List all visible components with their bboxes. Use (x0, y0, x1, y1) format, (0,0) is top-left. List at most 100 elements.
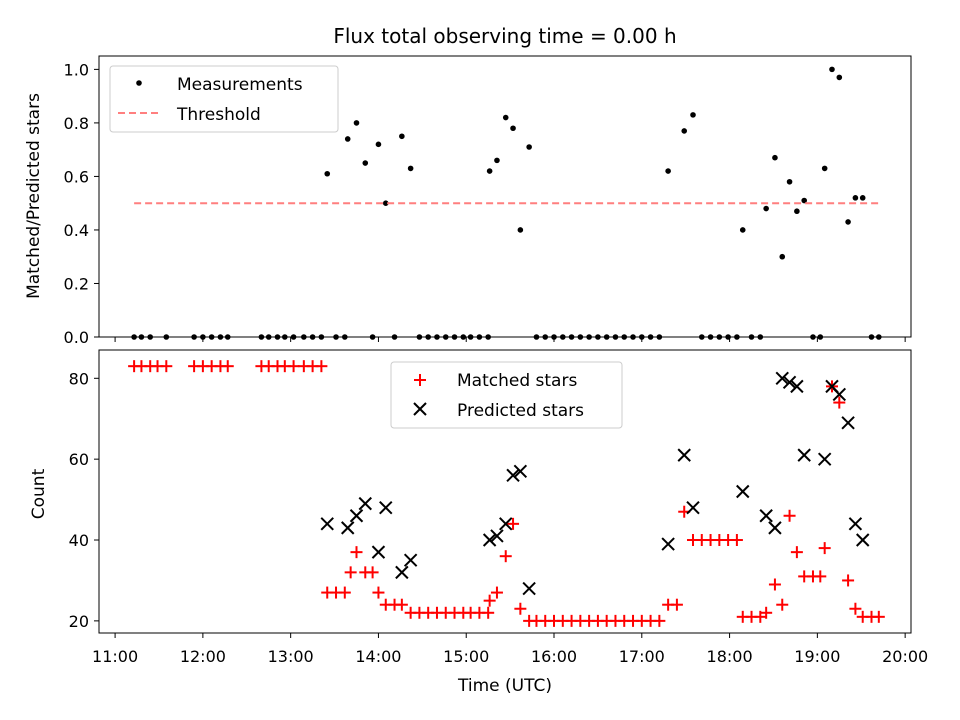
matched-stars-point (653, 614, 666, 627)
measurements-point (665, 168, 671, 174)
predicted-stars-point (832, 387, 847, 402)
measurements-point (382, 200, 389, 206)
measurements-point (517, 227, 524, 233)
measurements-point (734, 334, 740, 340)
x-tick-label: 13:00 (268, 647, 314, 666)
matched-stars-point (499, 550, 512, 563)
predicted-stars-point (817, 452, 832, 466)
measurements-point (577, 334, 584, 340)
measurements-point (821, 165, 828, 172)
measurements-point (375, 141, 382, 148)
measurements-point (707, 334, 714, 340)
measurements-point (568, 334, 575, 340)
matched-stars-point (760, 606, 773, 619)
x-tick-label: 11:00 (92, 647, 138, 666)
measurements-point (200, 334, 206, 340)
top-plot-area: 0.0 0.2 0.4 0.6 0.8 1.0 (64, 55, 912, 347)
bottom-y-axis-label: Count (29, 468, 49, 519)
measurements-point (876, 334, 882, 340)
matched-stars-point (776, 598, 789, 611)
measurements-point (290, 334, 297, 340)
matched-stars-point (507, 517, 520, 530)
measurements-point (510, 125, 516, 132)
predicted-stars-point (841, 416, 855, 430)
bottom-y-tick-label: 60 (69, 450, 89, 469)
matched-stars-point (833, 396, 846, 409)
measurements-point (333, 334, 339, 340)
x-tick-label: 12:00 (180, 647, 226, 666)
measurements-point (494, 157, 500, 164)
x-tick-label: 15:00 (443, 647, 489, 666)
bottom-y-tick-label: 40 (69, 531, 89, 550)
measurements-point (647, 334, 654, 340)
predicted-stars-point (768, 521, 782, 535)
legend-measurements-label: Measurements (177, 75, 303, 95)
measurements-point (460, 334, 467, 340)
bottom-legend: Matched stars Predicted stars (390, 361, 623, 429)
matched-stars-point (768, 578, 781, 591)
measurements-point (656, 334, 663, 340)
matched-stars-point (842, 574, 855, 587)
measurements-point (265, 334, 272, 340)
measurements-point (779, 253, 786, 260)
measurements-point (344, 136, 351, 142)
x-tick-label: 16:00 (531, 647, 577, 666)
measurements-point (274, 334, 281, 340)
measurements-point (868, 334, 875, 340)
matched-stars-point (482, 606, 495, 619)
measurements-point (369, 334, 376, 340)
top-axes-frame (98, 55, 912, 338)
measurements-point (845, 219, 851, 225)
predicted-stars-point (513, 464, 528, 478)
predicted-stars-point (379, 500, 393, 515)
predicted-stars-point (782, 375, 797, 390)
top-y-tick-label: 0.8 (64, 114, 89, 133)
predicted-stars-point (848, 517, 863, 531)
predicted-stars-point (775, 371, 789, 386)
measurements-point (191, 334, 197, 340)
measurements-point (282, 334, 288, 340)
legend-predicted-marker (413, 402, 427, 416)
matched-stars-point (872, 610, 885, 623)
measurements-point (542, 334, 549, 340)
measurements-point (407, 165, 414, 172)
measurements-point (603, 334, 610, 340)
measurements-point (442, 334, 449, 340)
measurements-point (258, 334, 265, 340)
legend-threshold-label: Threshold (176, 105, 261, 125)
legend-matched-label: Matched stars (457, 371, 577, 391)
measurements-point (362, 160, 369, 166)
predicted-stars-point (341, 521, 355, 535)
matched-stars-point (350, 546, 363, 559)
predicted-stars-point (482, 533, 497, 547)
top-y-tick-label: 0.4 (64, 221, 89, 240)
top-y-tick-label: 0.2 (64, 274, 89, 293)
predicted-stars-point (661, 537, 675, 551)
matched-stars-point (514, 602, 527, 615)
matched-stars-point (344, 566, 357, 579)
measurements-point (595, 334, 601, 340)
measurements-point (852, 195, 859, 201)
matched-stars-point (160, 360, 173, 373)
measurements-point (476, 334, 483, 340)
measurements-point (630, 334, 636, 340)
legend-predicted-label: Predicted stars (457, 401, 584, 421)
measurements-point (698, 334, 705, 340)
measurements-point (810, 334, 816, 340)
matched-stars-point (814, 570, 827, 583)
predicted-stars-point (358, 496, 372, 511)
measurements-point (748, 334, 755, 340)
x-tick-label: 19:00 (794, 647, 840, 666)
x-axis-label: Time (UTC) (457, 676, 552, 696)
bottom-plot-area: 11:00 12:00 13:00 14:00 15:00 16:00 17:00 18:00… (69, 349, 928, 666)
predicted-stars-point (522, 581, 536, 596)
measurements-point (836, 74, 843, 81)
measurements-point (621, 334, 628, 340)
legend-matched-marker (414, 374, 426, 386)
predicted-stars-point (856, 533, 870, 547)
matched-stars-point (221, 360, 234, 373)
chart-title: Flux total observing time = 0.00 h (333, 24, 676, 48)
x-tick-label: 14:00 (355, 647, 401, 666)
measurements-point (309, 334, 316, 340)
measurements-point (612, 334, 619, 340)
